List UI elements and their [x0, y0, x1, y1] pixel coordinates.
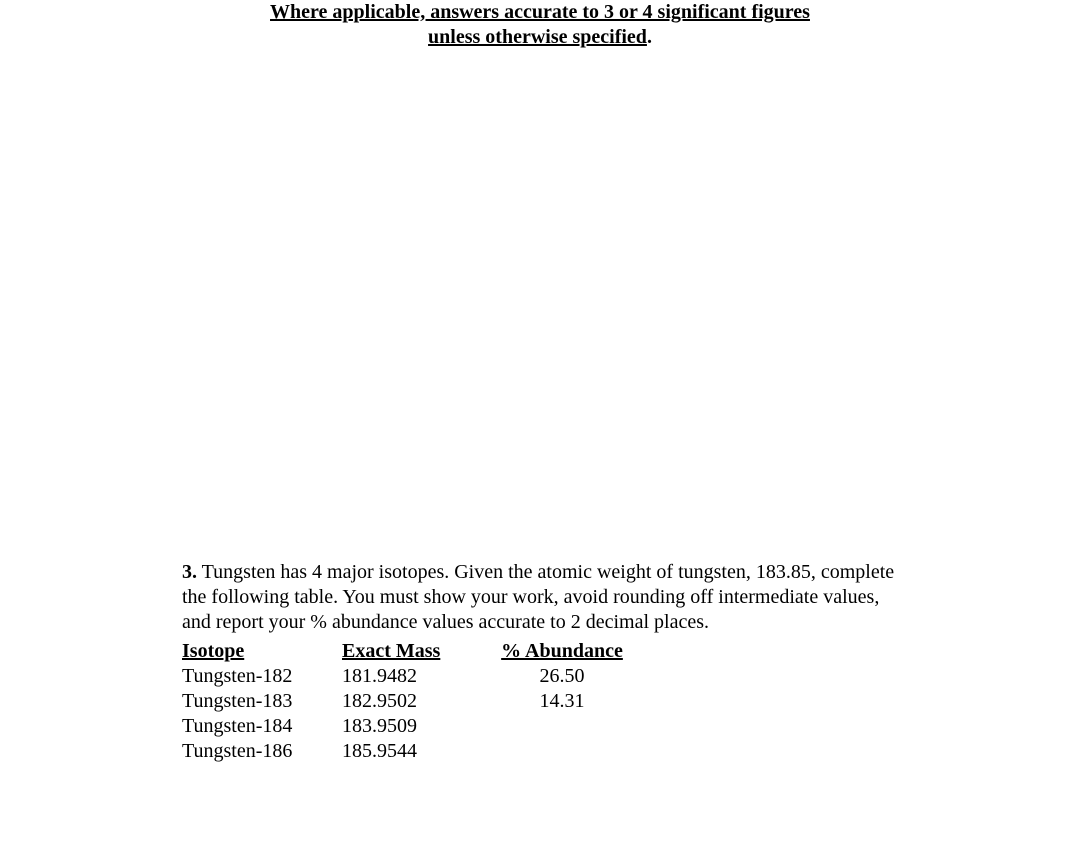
question-3-block: 3. Tungsten has 4 major isotopes. Given … [182, 560, 902, 764]
table-row: Tungsten-182 181.9482 26.50 [182, 664, 902, 689]
cell-abundance [482, 739, 642, 764]
cell-abundance: 26.50 [482, 664, 642, 689]
cell-isotope: Tungsten-182 [182, 664, 342, 689]
cell-abundance: 14.31 [482, 689, 642, 714]
col-header-isotope: Isotope [182, 639, 342, 664]
table-header-row: Isotope Exact Mass % Abundance [182, 639, 902, 664]
cell-mass: 181.9482 [342, 664, 482, 689]
table-row: Tungsten-183 182.9502 14.31 [182, 689, 902, 714]
header-line-1: Where applicable, answers accurate to 3 … [270, 1, 810, 23]
cell-mass: 185.9544 [342, 739, 482, 764]
cell-mass: 182.9502 [342, 689, 482, 714]
cell-abundance [482, 714, 642, 739]
question-3-text: 3. Tungsten has 4 major isotopes. Given … [182, 560, 902, 635]
cell-isotope: Tungsten-183 [182, 689, 342, 714]
header-line-2: unless otherwise specified [428, 26, 647, 48]
page: Where applicable, answers accurate to 3 … [0, 0, 1080, 857]
cell-isotope: Tungsten-186 [182, 739, 342, 764]
isotope-table: Isotope Exact Mass % Abundance Tungsten-… [182, 639, 902, 764]
col-header-mass: Exact Mass [342, 639, 482, 664]
col-header-abundance: % Abundance [482, 639, 642, 664]
cell-isotope: Tungsten-184 [182, 714, 342, 739]
question-body: Tungsten has 4 major isotopes. Given the… [182, 561, 894, 633]
question-number: 3. [182, 561, 197, 583]
table-row: Tungsten-186 185.9544 [182, 739, 902, 764]
cell-mass: 183.9509 [342, 714, 482, 739]
header-period: . [647, 26, 652, 48]
table-row: Tungsten-184 183.9509 [182, 714, 902, 739]
page-header: Where applicable, answers accurate to 3 … [0, 0, 1080, 50]
